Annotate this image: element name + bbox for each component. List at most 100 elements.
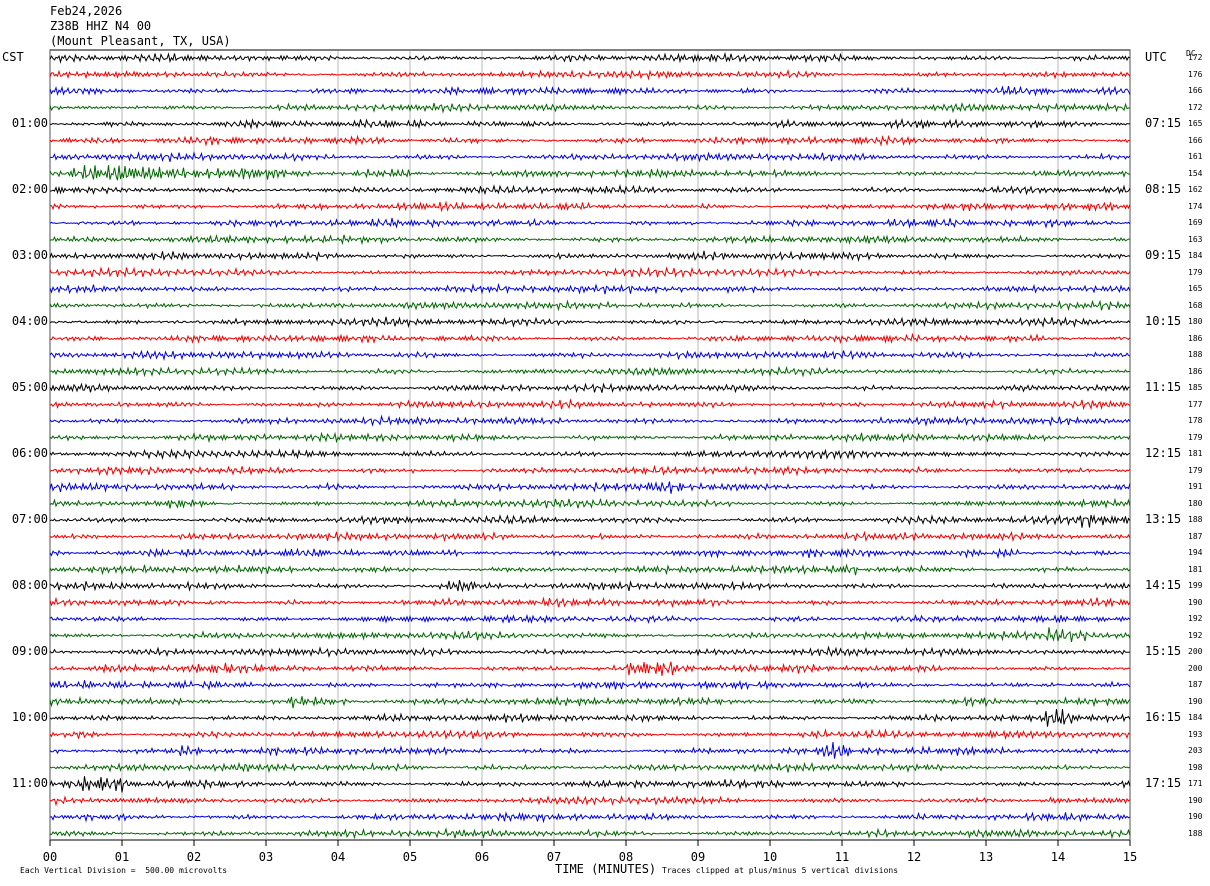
dc-offset-label: 192 [1188, 630, 1203, 640]
trace-row [49, 316, 1131, 329]
utc-time-label: 15:15 [1145, 644, 1182, 658]
trace-row [49, 741, 1131, 759]
dc-offset-label: 200 [1188, 663, 1203, 673]
trace-row [49, 627, 1131, 642]
dc-offset-label: 179 [1188, 267, 1203, 277]
x-tick-label: 03 [258, 850, 274, 864]
cst-time-label: 03:00 [11, 248, 48, 262]
trace-row [49, 547, 1131, 560]
trace-row [49, 661, 1131, 677]
trace-row [49, 151, 1131, 163]
trace-row [49, 728, 1131, 741]
x-tick-label: 13 [978, 850, 994, 864]
trace-row [49, 811, 1131, 824]
trace-row [49, 708, 1131, 727]
dc-offset-label: 184 [1188, 713, 1203, 722]
dc-offset-label: 203 [1188, 746, 1203, 755]
trace-row [49, 481, 1131, 494]
trace-row [49, 679, 1131, 691]
dc-offset-label: 174 [1188, 201, 1203, 211]
trace-row [49, 165, 1131, 181]
x-axis-label: TIME (MINUTES) [555, 862, 657, 876]
dc-offset-label: 163 [1188, 234, 1203, 244]
dc-offset-label: 188 [1188, 350, 1203, 359]
left-timezone-label: CST [2, 50, 24, 64]
trace-row [49, 795, 1131, 807]
utc-time-label: 09:15 [1145, 248, 1182, 262]
dc-offset-label: 188 [1188, 828, 1203, 838]
cst-time-label: 08:00 [11, 578, 48, 592]
trace-row [49, 250, 1131, 263]
dc-offset-label: 162 [1188, 185, 1203, 194]
dc-offset-label: 171 [1188, 779, 1203, 788]
x-tick-label: 02 [186, 850, 202, 864]
dc-offset-label: 194 [1188, 548, 1203, 557]
dc-offset-label: 186 [1188, 366, 1203, 376]
trace-row [49, 266, 1131, 279]
x-tick-label: 10 [762, 850, 778, 864]
dc-offset-label: 181 [1188, 564, 1203, 574]
dc-offset-label: 166 [1188, 135, 1203, 145]
trace-row [49, 299, 1131, 312]
x-tick-label: 05 [402, 850, 418, 864]
trace-row [49, 695, 1131, 709]
dc-offset-label: 161 [1188, 152, 1203, 161]
trace-row [49, 579, 1131, 593]
dc-offset-label: 198 [1188, 762, 1203, 772]
trace-row [49, 497, 1131, 509]
dc-offset-label: 172 [1188, 53, 1203, 62]
dc-offset-label: 177 [1188, 399, 1203, 409]
trace-row [49, 184, 1131, 196]
header-date: Feb24,2026 [50, 4, 123, 18]
dc-offset-label: 199 [1188, 581, 1203, 590]
dc-offset-label: 165 [1188, 284, 1203, 293]
x-tick-label: 06 [474, 850, 490, 864]
cst-time-label: 04:00 [11, 314, 48, 328]
utc-time-label: 14:15 [1145, 578, 1182, 592]
utc-time-label: 07:15 [1145, 116, 1182, 130]
dc-offset-label: 154 [1188, 168, 1203, 178]
trace-row [49, 217, 1131, 229]
trace-row [49, 448, 1131, 461]
trace-row [49, 613, 1131, 625]
dc-offset-label: 180 [1188, 317, 1203, 326]
dc-offset-label: 190 [1188, 597, 1203, 607]
x-tick-label: 08 [618, 850, 634, 864]
dc-offset-label: 187 [1188, 680, 1203, 689]
dc-offset-label: 172 [1188, 102, 1203, 112]
dc-offset-label: 191 [1188, 482, 1203, 491]
dc-offset-label: 168 [1188, 300, 1203, 310]
cst-time-label: 01:00 [11, 116, 48, 130]
dc-offset-label: 190 [1188, 696, 1203, 706]
trace-row [49, 596, 1131, 609]
cst-time-label: 07:00 [11, 512, 48, 526]
x-tick-label: 01 [114, 850, 130, 864]
trace-row [49, 69, 1131, 81]
x-tick-label: 12 [906, 850, 922, 864]
utc-time-label: 13:15 [1145, 512, 1182, 526]
utc-time-label: 11:15 [1145, 380, 1182, 394]
trace-row [49, 398, 1131, 411]
dc-offset-label: 193 [1188, 729, 1203, 739]
cst-time-label: 05:00 [11, 380, 48, 394]
trace-row [49, 530, 1131, 543]
x-tick-label: 00 [42, 850, 58, 864]
trace-row [49, 101, 1131, 114]
dc-offset-label: 184 [1188, 251, 1203, 260]
dc-offset-label: 192 [1188, 614, 1203, 623]
trace-row [49, 51, 1131, 64]
dc-offset-label: 188 [1188, 515, 1203, 524]
trace-row [49, 349, 1131, 361]
trace-row [49, 827, 1131, 840]
trace-row [49, 431, 1131, 444]
dc-offset-label: 190 [1188, 812, 1203, 821]
cst-time-label: 11:00 [11, 776, 48, 790]
trace-row [49, 563, 1131, 576]
utc-time-label: 10:15 [1145, 314, 1182, 328]
dc-offset-label: 165 [1188, 119, 1203, 128]
dc-offset-label: 190 [1188, 795, 1203, 805]
header-location: (Mount Pleasant, TX, USA) [50, 34, 231, 48]
dc-offset-label: 186 [1188, 333, 1203, 343]
trace-row [49, 776, 1131, 793]
